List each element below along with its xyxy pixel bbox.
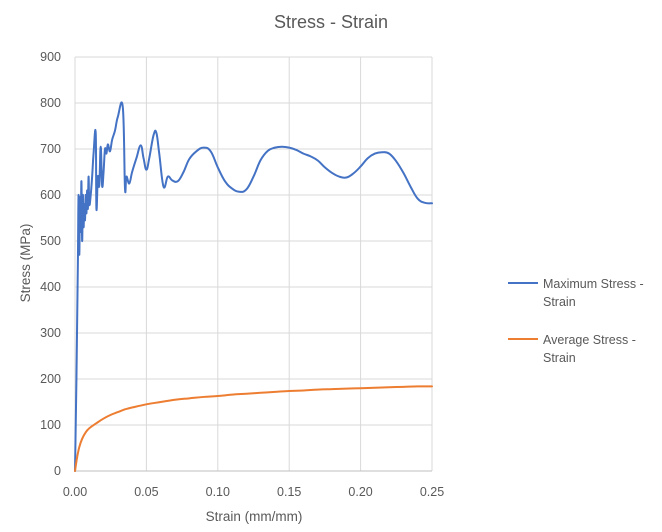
series-line-maximum-stress-strain (74, 101, 433, 472)
y-tick-label: 200 (40, 372, 61, 386)
y-tick-label: 500 (40, 234, 61, 248)
y-tick-label: 800 (40, 96, 61, 110)
y-tick-label: 900 (40, 50, 61, 64)
y-tick-label: 600 (40, 188, 61, 202)
y-axis-ticks: 0 100 200 300 400 500 600 700 800 900 (40, 50, 61, 478)
data-series (74, 101, 433, 472)
y-tick-label: 100 (40, 418, 61, 432)
y-tick-label: 700 (40, 142, 61, 156)
y-tick-label: 400 (40, 280, 61, 294)
series-line-average-stress-strain (74, 385, 433, 472)
legend-label: Average Stress -Strain (543, 333, 636, 365)
y-axis-label: Stress (MPa) (18, 224, 33, 303)
y-tick-label: 300 (40, 326, 61, 340)
x-tick-label: 0.25 (420, 485, 444, 499)
y-tick-label: 0 (54, 464, 61, 478)
legend: Maximum Stress -Strain Average Stress -St… (508, 277, 644, 365)
x-tick-label: 0.15 (277, 485, 301, 499)
x-tick-label: 0.20 (348, 485, 372, 499)
chart-title: Stress - Strain (274, 12, 388, 32)
grid-lines (74, 56, 433, 472)
x-tick-label: 0.00 (63, 485, 87, 499)
legend-label: Maximum Stress -Strain (543, 277, 644, 309)
x-tick-label: 0.05 (134, 485, 158, 499)
x-axis-ticks: 0.00 0.05 0.10 0.15 0.20 0.25 (63, 485, 444, 499)
x-tick-label: 0.10 (206, 485, 230, 499)
x-axis-label: Strain (mm/mm) (206, 509, 303, 524)
